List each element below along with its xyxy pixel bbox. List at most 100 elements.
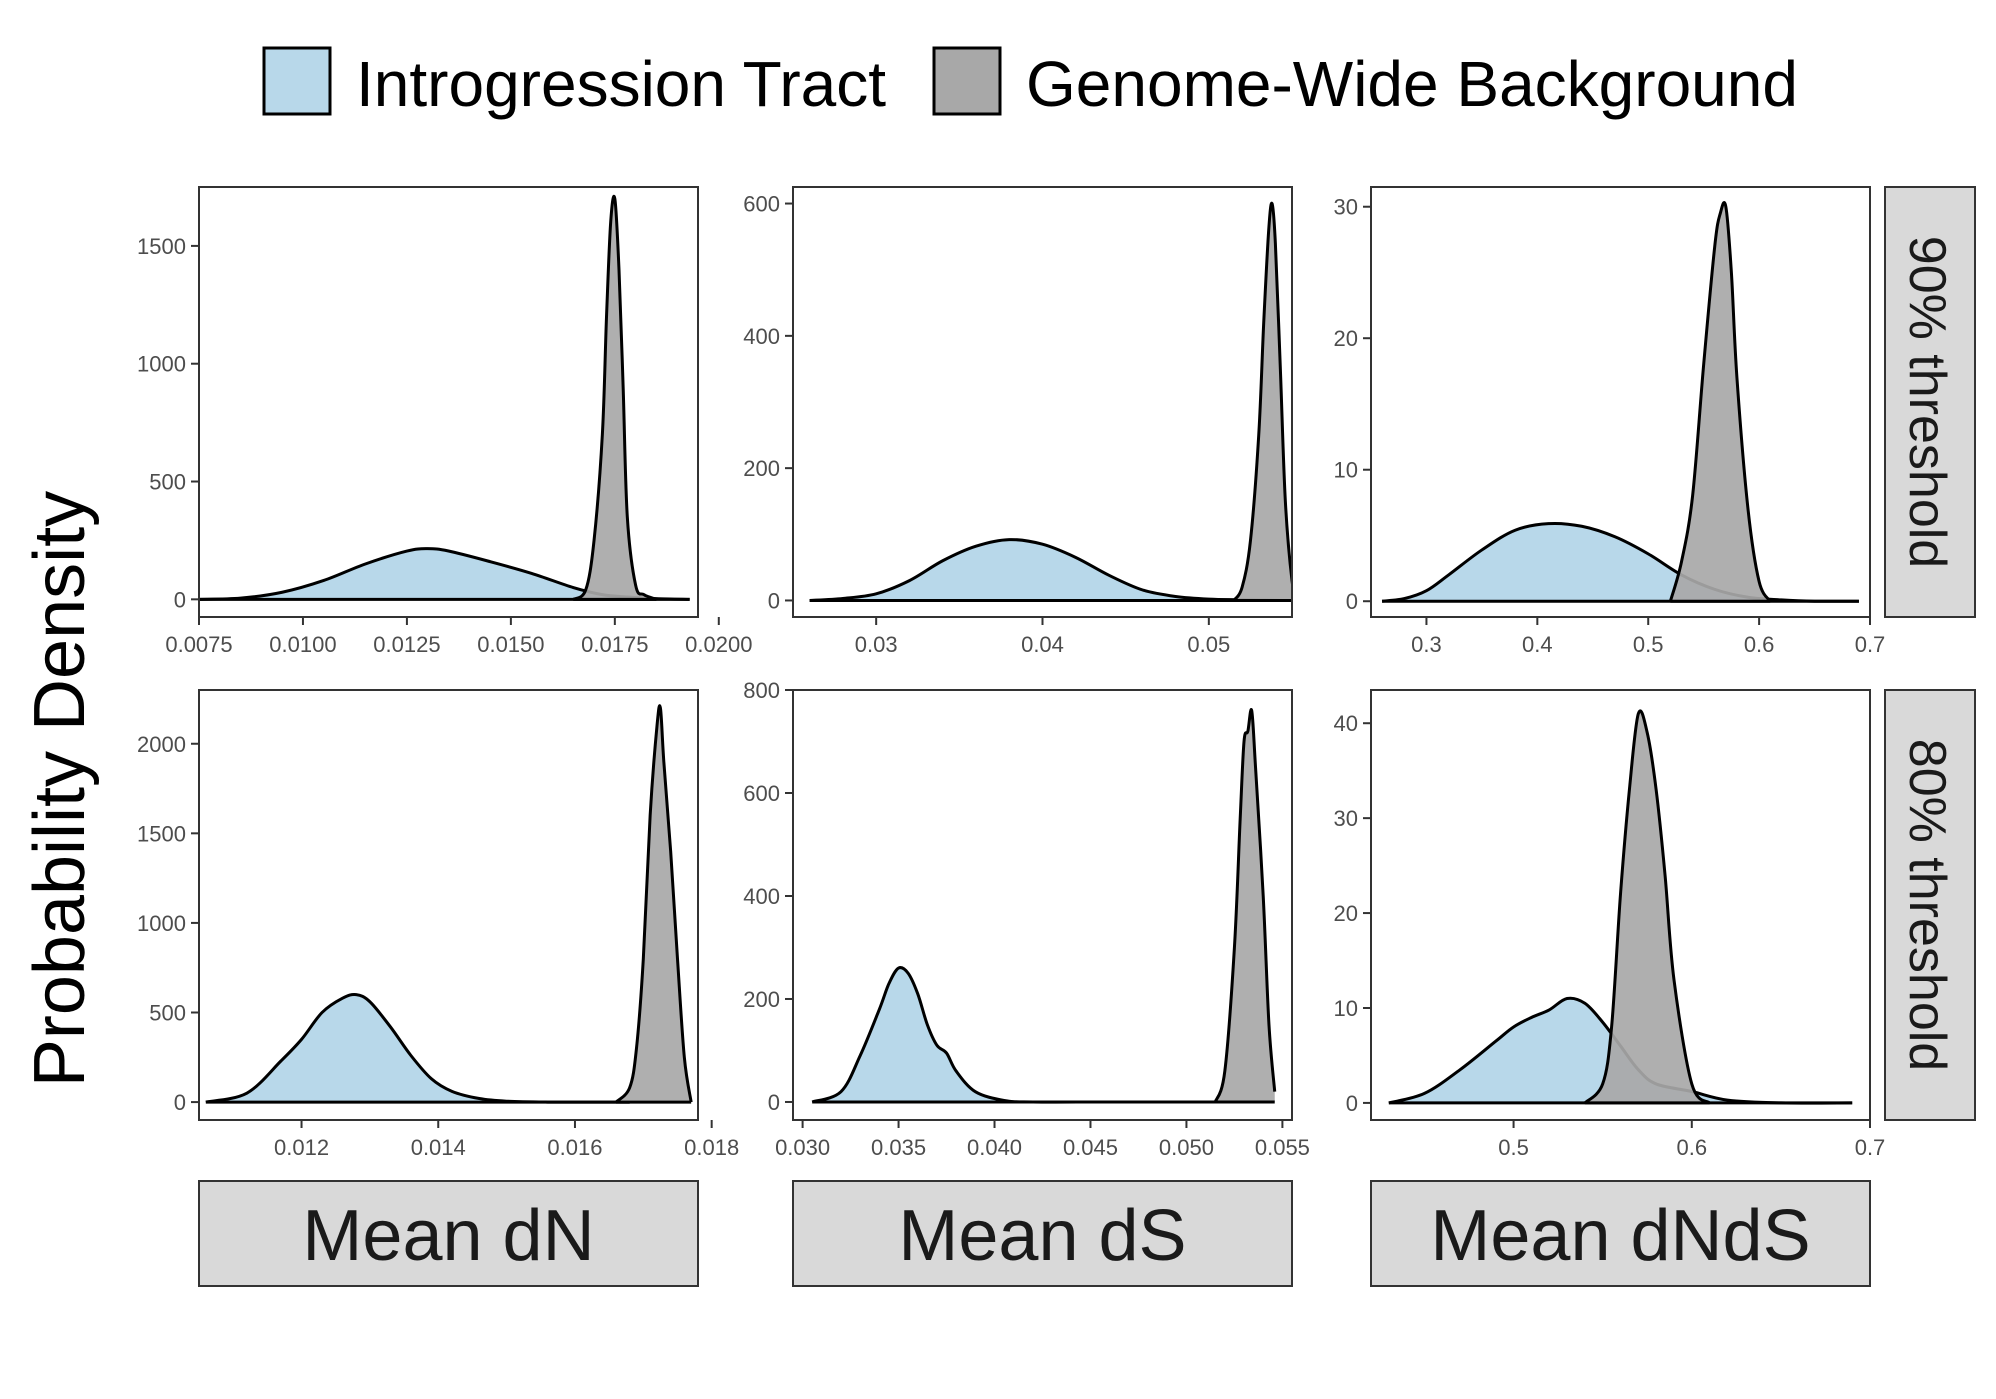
y-axis-title: Probability Density — [20, 491, 100, 1087]
x-tick-label: 0.5 — [1498, 1135, 1529, 1160]
x-tick-label: 0.055 — [1255, 1135, 1310, 1160]
y-tick-label: 500 — [149, 470, 186, 495]
col-strip-label-mean-dn: Mean dN — [302, 1196, 594, 1276]
y-tick-label: 200 — [743, 456, 780, 481]
x-tick-label: 0.0200 — [685, 632, 752, 657]
y-tick-label: 20 — [1334, 901, 1358, 926]
series-group — [1381, 201, 1859, 603]
x-tick-label: 0.040 — [967, 1135, 1022, 1160]
series-group — [809, 201, 1292, 602]
x-tick-label: 0.04 — [1021, 632, 1064, 657]
y-tick-label: 10 — [1334, 458, 1358, 483]
x-tick-label: 0.05 — [1187, 632, 1230, 657]
y-tick-label: 0 — [1346, 589, 1358, 614]
x-tick-label: 0.6 — [1744, 632, 1775, 657]
density-line-genome-wide-background — [1583, 709, 1711, 1105]
y-tick-label: 0 — [174, 587, 186, 612]
series-group — [205, 704, 693, 1104]
x-tick-label: 0.4 — [1522, 632, 1553, 657]
panel-border — [198, 689, 699, 1121]
density-line-genome-wide-background — [1668, 201, 1772, 603]
density-area-genome-wide-background — [1215, 709, 1275, 1102]
density-area-introgression-tract — [1382, 523, 1859, 602]
panel-border — [1370, 689, 1871, 1121]
x-tick-label: 0.0125 — [373, 632, 440, 657]
legend-label-genome-wide-background: Genome-Wide Background — [1026, 48, 1798, 120]
row-strips: 90% threshold 80% threshold — [1884, 186, 1976, 1121]
y-tick-label: 30 — [1334, 195, 1358, 220]
row-strip-label-90: 90% threshold — [1898, 236, 1956, 568]
density-line-genome-wide-background — [572, 194, 657, 601]
y-tick-label: 600 — [743, 192, 780, 217]
panel-r0-c1: 0 200 400 600 0.03 0.04 0.05 — [743, 186, 1293, 657]
y-tick-label: 30 — [1334, 806, 1358, 831]
y-tick-label: 0 — [174, 1090, 186, 1115]
x-tick-label: 0.035 — [871, 1135, 926, 1160]
y-tick-label: 0 — [768, 1090, 780, 1115]
column-strips: Mean dN Mean dS Mean dNdS — [198, 1180, 1871, 1287]
x-tick-label: 0.7 — [1855, 632, 1886, 657]
col-strip-label-mean-ds: Mean dS — [898, 1196, 1186, 1276]
x-tick-label: 0.0175 — [581, 632, 648, 657]
x-tick-label: 0.03 — [855, 632, 898, 657]
y-tick-label: 1000 — [137, 352, 186, 377]
density-area-genome-wide-background — [1670, 202, 1771, 602]
density-line-genome-wide-background — [1232, 201, 1292, 602]
y-tick-label: 400 — [743, 884, 780, 909]
density-area-genome-wide-background — [1584, 710, 1710, 1103]
x-tick-label: 0.7 — [1855, 1135, 1886, 1160]
y-tick-label: 1500 — [137, 821, 186, 846]
panel-border — [792, 689, 1293, 1121]
panel-r0-c2: 0 10 20 30 0.3 0.4 0.5 0.6 0.7 — [1334, 186, 1886, 657]
x-tick-label: 0.0150 — [477, 632, 544, 657]
y-tick-label: 20 — [1334, 326, 1358, 351]
density-line-genome-wide-background — [1213, 708, 1277, 1103]
row-strip-label-80: 80% threshold — [1898, 739, 1956, 1071]
y-tick-label: 600 — [743, 781, 780, 806]
x-tick-label: 0.045 — [1063, 1135, 1118, 1160]
x-tick-label: 0.014 — [411, 1135, 466, 1160]
x-tick-label: 0.6 — [1676, 1135, 1707, 1160]
col-strip-mean-ds — [792, 1180, 1293, 1287]
x-tick-label: 0.030 — [775, 1135, 830, 1160]
x-tick-label: 0.0075 — [165, 632, 232, 657]
row-strip-90 — [1884, 186, 1976, 618]
col-strip-mean-dnds — [1370, 1180, 1871, 1287]
y-tick-label: 2000 — [137, 732, 186, 757]
panel-border — [1370, 186, 1871, 618]
y-tick-label: 1000 — [137, 911, 186, 936]
panel-r0-c0: 0 500 1000 1500 0.0075 0.0100 0.0125 0.0150 0.01… — [137, 186, 752, 657]
x-tick-label: 0.050 — [1159, 1135, 1214, 1160]
x-tick-label: 0.012 — [274, 1135, 329, 1160]
y-tick-label: 40 — [1334, 711, 1358, 736]
col-strip-mean-dn — [198, 1180, 699, 1287]
series-group — [811, 708, 1277, 1104]
density-line-introgression-tract — [809, 538, 1284, 602]
panel-r1-c2: 0 10 20 30 40 0.5 0.6 0.7 — [1334, 689, 1886, 1160]
legend-label-introgression-tract: Introgression Tract — [356, 48, 886, 120]
y-tick-label: 1500 — [137, 234, 186, 259]
x-tick-label: 0.0100 — [269, 632, 336, 657]
y-tick-label: 10 — [1334, 996, 1358, 1021]
series-group — [199, 194, 690, 601]
col-strip-label-mean-dnds: Mean dNdS — [1430, 1196, 1810, 1276]
legend-key-genome-wide-background — [932, 46, 1002, 116]
series-group — [1388, 709, 1853, 1105]
density-area-introgression-tract — [812, 967, 1225, 1103]
panel-r1-c1: 0 200 400 600 800 0.030 0.035 0.040 0.045 0.050 0.… — [743, 678, 1310, 1160]
legend: Introgression Tract Genome-Wide Backgrou… — [262, 46, 1798, 120]
panel-r1-c0: 0 500 1000 1500 2000 0.012 0.014 0.016 0.018 — [137, 689, 739, 1160]
y-tick-label: 200 — [743, 987, 780, 1012]
density-area-introgression-tract — [809, 539, 1284, 601]
y-tick-label: 0 — [768, 588, 780, 613]
density-area-genome-wide-background — [573, 196, 657, 600]
density-line-introgression-tract — [1388, 996, 1853, 1105]
x-tick-label: 0.5 — [1633, 632, 1664, 657]
density-line-genome-wide-background — [614, 704, 693, 1104]
y-tick-label: 800 — [743, 678, 780, 703]
y-tick-label: 0 — [1346, 1091, 1358, 1116]
x-tick-label: 0.018 — [684, 1135, 739, 1160]
legend-key-introgression-tract — [262, 46, 332, 116]
